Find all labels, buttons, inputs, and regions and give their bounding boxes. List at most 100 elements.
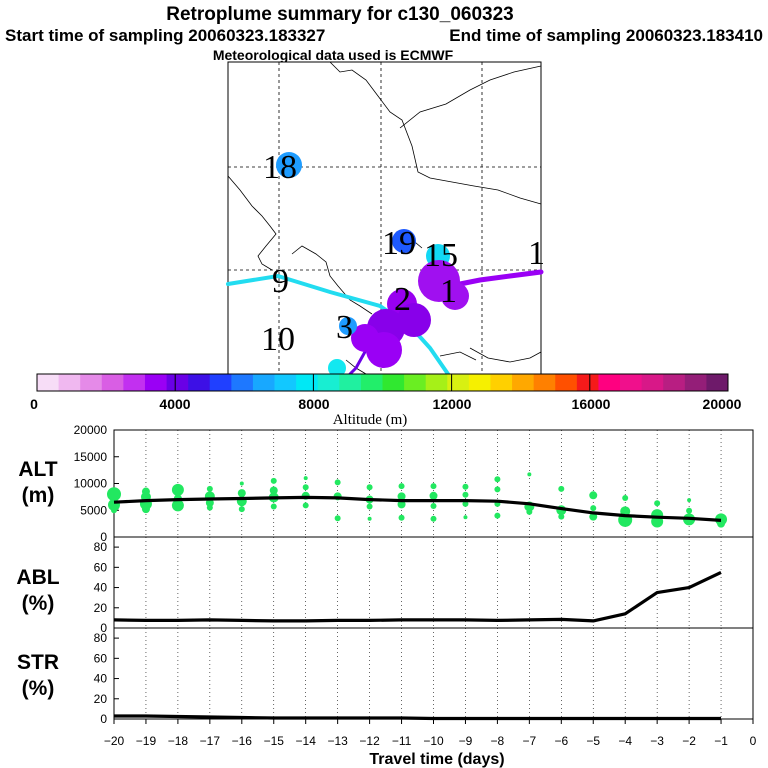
y-tick-label: 20 <box>94 692 108 706</box>
colorbar-swatch <box>339 374 362 391</box>
altitude-scatter-point <box>205 498 214 507</box>
map-label: 18 <box>263 149 297 186</box>
x-tick-label: −8 <box>491 734 505 748</box>
figure-title: Retroplume summary for c130_060323 <box>166 4 513 25</box>
colorbar-swatch <box>274 374 297 391</box>
altitude-scatter-point <box>107 487 121 502</box>
x-tick-label: −15 <box>264 734 285 748</box>
altitude-scatter-point <box>366 484 373 491</box>
cluster-marker <box>276 152 302 178</box>
map-label: 1 <box>440 273 457 310</box>
cluster-marker <box>339 317 357 335</box>
altitude-scatter-point <box>429 491 438 500</box>
series-line-alt <box>113 495 722 522</box>
altitude-scatter-point <box>494 486 501 493</box>
x-tick-label: −9 <box>459 734 473 748</box>
series-line-abl <box>113 570 722 623</box>
x-tick-label: −18 <box>168 734 189 748</box>
map-label: 3 <box>336 309 353 346</box>
altitude-scatter-point <box>430 502 437 509</box>
colorbar-swatch <box>166 374 189 391</box>
colorbar-tick-labels: 0 4000 8000 12000 16000 20000 <box>30 396 742 412</box>
colorbar-swatch <box>706 374 729 391</box>
colorbar-tick-label: 12000 <box>433 396 472 412</box>
colorbar-swatch <box>684 374 707 391</box>
altitude-scatter-point <box>527 472 532 477</box>
altitude-scatter-point <box>269 486 278 495</box>
panel-y-label: ABL <box>16 566 59 589</box>
x-tick-label: −6 <box>554 734 568 748</box>
colorbar <box>36 373 729 392</box>
map-label: 15 <box>424 237 458 274</box>
colorbar-swatch <box>58 374 81 391</box>
x-axis-tick-labels: −20 −19 −18 −17 −16 −15 −14 −13 −12 −11 −10 −9 −8 −7−… <box>104 719 757 748</box>
coastlines <box>227 61 542 375</box>
colorbar-tick-label: 8000 <box>298 396 329 412</box>
y-tick-label: 40 <box>94 672 108 686</box>
colorbar-swatch <box>101 374 124 391</box>
end-time-label: End time of sampling 20060323.183410 <box>449 26 763 45</box>
altitude-scatter-point <box>462 491 469 498</box>
colorbar-swatch <box>188 374 211 391</box>
altitude-scatter-point <box>463 515 468 520</box>
y-tick-label: 40 <box>94 581 108 595</box>
colorbar-tick-label: 20000 <box>703 396 742 412</box>
altitude-scatter-point <box>302 484 309 491</box>
y-tick-label: 0 <box>100 530 107 544</box>
altitude-scatter-point <box>238 506 245 513</box>
altitude-scatter-point <box>367 516 372 521</box>
x-tick-label: −13 <box>327 734 348 748</box>
altitude-scatter-point <box>622 494 629 501</box>
altitude-scatter-point <box>270 503 277 510</box>
colorbar-swatch <box>252 374 275 391</box>
x-tick-label: −5 <box>586 734 600 748</box>
altitude-scatter-point <box>430 483 437 490</box>
colorbar-swatch <box>80 374 103 391</box>
altitude-scatter-point <box>239 481 244 486</box>
cluster-marker <box>366 332 402 368</box>
start-time-label: Start time of sampling 20060323.183327 <box>5 26 325 45</box>
cluster-marker <box>397 303 431 337</box>
x-axis-title: Travel time (days) <box>369 751 504 768</box>
panel-y-label: STR <box>17 651 59 674</box>
x-tick-label: −3 <box>650 734 664 748</box>
altitude-scatter-point <box>141 505 150 514</box>
altitude-scatter-point <box>334 515 341 522</box>
x-tick-label: −10 <box>423 734 444 748</box>
colorbar-swatch <box>382 374 405 391</box>
x-tick-label: 0 <box>750 734 757 748</box>
y-tick-label: 15000 <box>74 450 108 464</box>
plume-clusters <box>276 152 469 377</box>
altitude-scatter-point <box>526 508 533 515</box>
panel-y-label: (%) <box>22 677 55 700</box>
altitude-scatter-point <box>366 503 373 510</box>
y-tick-label: 10000 <box>74 477 108 491</box>
colorbar-swatch <box>144 374 167 391</box>
colorbar-swatch <box>296 374 319 391</box>
altitude-scatter-point <box>111 507 117 514</box>
y-tick-label: 0 <box>100 621 107 635</box>
x-tick-label: −19 <box>136 734 157 748</box>
map-panel: 18 19 15 1 9 10 3 2 1 <box>226 61 545 377</box>
altitude-scatter-point <box>430 515 437 522</box>
colorbar-swatch <box>425 374 448 391</box>
altitude-scatter-point <box>334 479 341 486</box>
series-line-str <box>114 714 721 721</box>
colorbar-swatch <box>317 374 340 391</box>
colorbar-tick-label: 16000 <box>572 396 611 412</box>
cluster-marker <box>328 359 346 377</box>
panel-y-label: (m) <box>22 484 55 507</box>
cluster-marker <box>441 282 469 310</box>
altitude-scatter-point <box>270 477 277 484</box>
y-tick-label: 0 <box>100 712 107 726</box>
map-label: 1 <box>528 235 545 272</box>
map-label: 2 <box>394 281 411 318</box>
x-tick-label: −11 <box>392 734 412 748</box>
x-tick-label: −16 <box>232 734 253 748</box>
map-labels: 18 19 15 1 9 10 3 2 1 <box>261 149 545 358</box>
map-label: 9 <box>272 263 289 300</box>
colorbar-swatch <box>37 374 59 391</box>
y-tick-label: 60 <box>94 651 108 665</box>
x-tick-label: −2 <box>682 734 696 748</box>
